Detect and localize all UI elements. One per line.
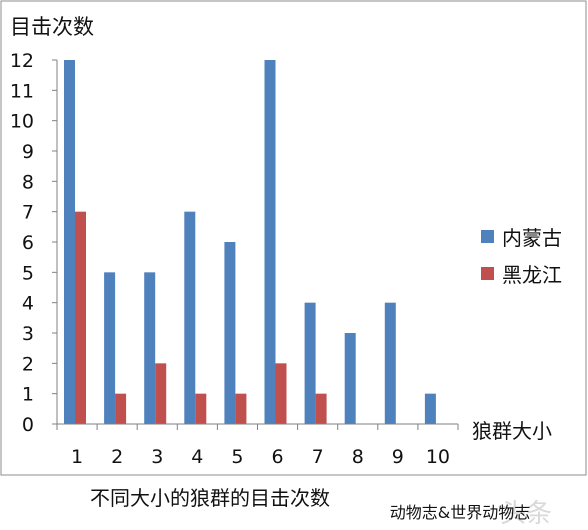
y-tick-label: 10 (10, 111, 34, 133)
x-tick-label: 10 (426, 446, 450, 468)
bar (104, 272, 116, 424)
x-tick-label: 4 (191, 446, 203, 468)
y-axis-title: 目击次数 (10, 15, 94, 39)
x-axis-title: 狼群大小 (472, 419, 552, 443)
y-tick-label: 6 (22, 232, 34, 254)
y-tick-label: 11 (10, 80, 34, 102)
y-tick-label: 2 (22, 353, 34, 375)
x-tick-label: 7 (312, 446, 324, 468)
x-tick-label: 1 (71, 446, 83, 468)
y-tick-label: 8 (22, 171, 34, 193)
y-tick-label: 3 (22, 323, 34, 345)
bar (64, 60, 75, 424)
x-tick-label: 2 (111, 446, 123, 468)
y-tick-label: 5 (22, 262, 34, 284)
bar (155, 363, 167, 424)
bar (384, 302, 396, 424)
y-tick-label: 1 (22, 384, 34, 406)
watermark: 头条 (500, 499, 552, 529)
bar (144, 272, 156, 424)
chart-border (0, 0, 587, 476)
y-tick-label: 7 (22, 202, 34, 224)
y-tick-label: 0 (22, 414, 34, 436)
x-tick-labels: 1 2 3 4 5 6 7 8 9 10 (56, 424, 459, 468)
legend-label: 黑龙江 (502, 263, 562, 287)
bar (315, 393, 327, 424)
bar (184, 211, 196, 424)
bar (195, 393, 207, 424)
bar (424, 393, 436, 424)
chart-title: 不同大小的狼群的目击次数 (90, 486, 330, 510)
x-tick-label: 3 (151, 446, 163, 468)
bar (344, 333, 356, 424)
bar (275, 363, 287, 424)
bar (304, 302, 316, 424)
x-tick-label: 9 (392, 446, 404, 468)
bar (264, 60, 276, 424)
legend-swatch (481, 267, 494, 280)
x-tick-label: 8 (352, 446, 364, 468)
bar (224, 242, 236, 424)
legend-swatch (481, 230, 494, 243)
legend-label: 内蒙古 (502, 226, 562, 250)
y-tick-label: 12 (10, 50, 34, 72)
bar (235, 393, 247, 424)
x-tick-label: 6 (272, 446, 284, 468)
y-tick-label: 9 (22, 141, 34, 163)
bar (115, 393, 127, 424)
x-tick-label: 5 (231, 446, 243, 468)
y-tick-label: 4 (22, 293, 34, 315)
bar (75, 211, 86, 424)
source-caption: 动物志&世界动物志 (390, 503, 530, 522)
bar-marks (64, 60, 436, 424)
